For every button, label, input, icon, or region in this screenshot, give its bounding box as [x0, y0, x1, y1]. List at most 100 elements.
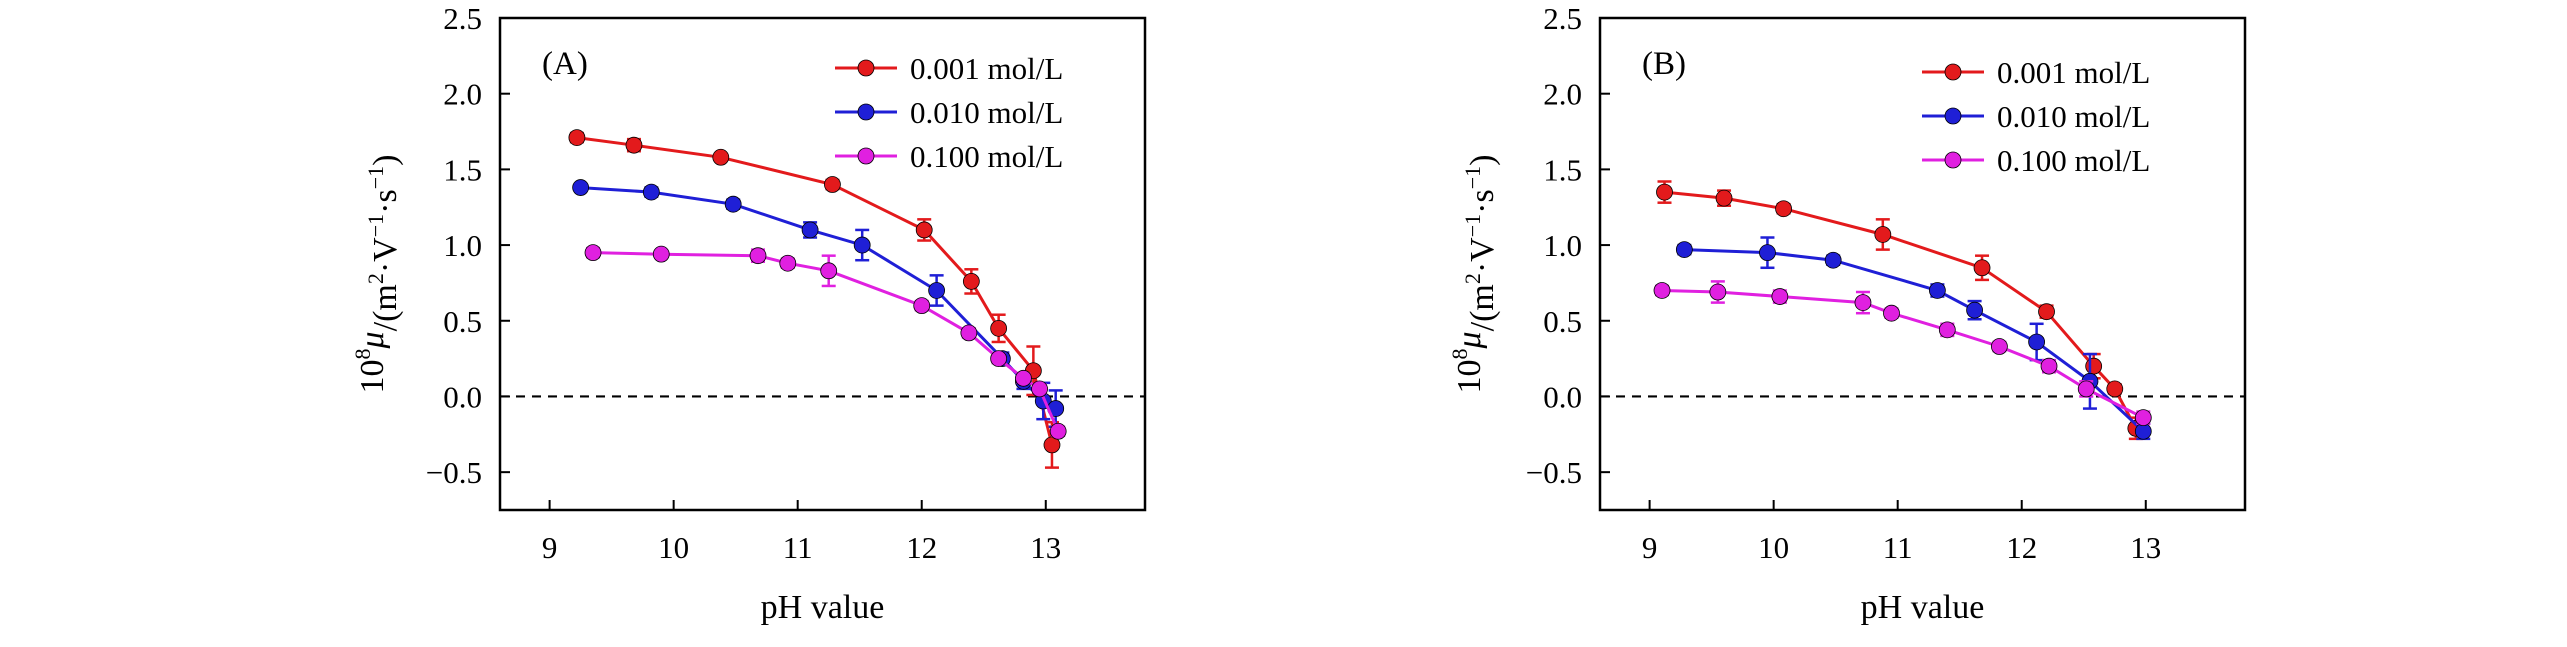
y-axis-label-part: ) — [1464, 155, 1501, 166]
series-line — [1664, 190, 2138, 430]
legend-marker — [1944, 151, 1962, 169]
y-tick-label: 0.0 — [1543, 379, 1582, 414]
data-point — [928, 282, 946, 299]
y-axis-label-part: 8 — [1447, 348, 1472, 359]
series-line — [580, 186, 1057, 410]
data-point — [1775, 200, 1792, 218]
y-tick-label: 0.5 — [443, 304, 482, 339]
y-axis-label-part: /(m — [1464, 284, 1501, 331]
data-point — [625, 136, 643, 154]
data-point — [990, 319, 1008, 337]
data-point — [1973, 259, 1991, 277]
y-axis-label-part: 8 — [350, 348, 375, 359]
data-point — [584, 244, 602, 262]
legend-label: 0.100 mol/L — [1997, 143, 2150, 178]
data-point — [1675, 241, 1693, 259]
y-axis-label-part: 2 — [1460, 273, 1485, 284]
data-point — [1854, 294, 1872, 312]
y-tick-label: 0.5 — [1543, 304, 1582, 339]
series-line — [1684, 248, 2145, 433]
data-point — [990, 350, 1008, 368]
y-tick-label: 1.5 — [1543, 152, 1582, 187]
x-tick-label: 11 — [783, 530, 813, 565]
plot-frame — [1598, 16, 2247, 512]
y-axis-label-part: −1 — [363, 166, 388, 189]
y-axis-label: 108μ/(m2·V−1·s−1) — [1447, 155, 1501, 394]
data-point — [1049, 422, 1067, 440]
legend-label: 0.001 mol/L — [1997, 55, 2150, 90]
y-axis-label-part: −1 — [363, 214, 388, 237]
data-point — [2040, 357, 2058, 375]
y-tick-label: 1.5 — [443, 152, 482, 187]
x-axis-label: pH value — [1861, 589, 1985, 626]
data-point — [724, 195, 742, 213]
data-point — [1656, 183, 1673, 201]
x-tick-label: 10 — [658, 530, 689, 565]
data-point — [853, 236, 871, 254]
series-line — [576, 136, 1054, 446]
data-point — [1759, 244, 1776, 262]
legend-marker — [857, 147, 875, 165]
data-point — [712, 148, 730, 166]
data-point — [2106, 380, 2124, 398]
plot-frame — [498, 16, 1147, 512]
y-tick-label: 1.0 — [1543, 228, 1582, 263]
legend-label: 0.001 mol/L — [910, 51, 1063, 86]
data-point — [915, 221, 933, 239]
x-tick-label: 12 — [906, 530, 937, 565]
y-axis-label-part: /(m — [367, 284, 404, 331]
data-point — [1715, 189, 1733, 207]
data-point — [2085, 357, 2103, 375]
data-point — [913, 297, 931, 315]
y-tick-label: 2.5 — [443, 1, 482, 36]
y-axis-label-part: ·s — [1464, 189, 1501, 214]
data-point — [824, 176, 841, 193]
data-point — [962, 273, 980, 290]
data-point — [820, 262, 838, 280]
y-axis-label-part: 10 — [1451, 359, 1488, 393]
y-tick-label: 0.0 — [443, 379, 482, 414]
y-axis-label-part: μ — [1451, 331, 1488, 349]
y-tick-label: 1.0 — [443, 228, 482, 263]
data-point — [1966, 301, 1983, 319]
legend-label: 0.100 mol/L — [910, 139, 1063, 174]
y-tick-label: 2.0 — [443, 77, 482, 112]
data-point — [1883, 304, 1900, 322]
x-tick-label: 9 — [1642, 530, 1658, 565]
y-axis-label-part: −1 — [1460, 214, 1485, 237]
y-axis-label-part: 10 — [354, 359, 391, 393]
data-point — [749, 247, 767, 265]
y-tick-label: −0.5 — [426, 455, 482, 490]
x-tick-label: 13 — [1030, 530, 1061, 565]
panel-b: −0.5 0.0 0.5 1.0 1.5 2.0 2.5 9 10 11 12 13 pH value 1… — [1447, 1, 2247, 626]
data-point — [1928, 282, 1946, 299]
data-point — [801, 221, 819, 239]
data-point — [1771, 288, 1789, 305]
data-point — [652, 245, 670, 263]
data-point — [1015, 369, 1032, 387]
data-point — [2134, 409, 2152, 427]
data-point — [960, 324, 978, 342]
y-axis-label-part: μ — [354, 331, 391, 349]
data-point — [1653, 282, 1671, 299]
data-point — [2028, 333, 2046, 351]
data-point — [1824, 251, 1842, 269]
panel-label: (B) — [1642, 46, 1686, 82]
y-axis-label-part: −1 — [1460, 166, 1485, 189]
x-tick-label: 12 — [2006, 530, 2037, 565]
data-point — [642, 183, 660, 201]
data-point — [1991, 338, 2008, 355]
data-point — [2038, 303, 2055, 321]
x-tick-label: 10 — [1758, 530, 1789, 565]
series-line — [592, 251, 1060, 432]
series-line — [1661, 289, 2144, 420]
data-point — [568, 129, 586, 146]
data-point — [572, 179, 590, 196]
panel-label: (A) — [542, 46, 588, 82]
data-point — [1874, 226, 1892, 243]
x-axis-label: pH value — [761, 589, 885, 626]
legend-marker — [857, 103, 875, 121]
data-point — [2077, 380, 2095, 398]
y-axis-label-part: ·V — [1464, 237, 1501, 273]
